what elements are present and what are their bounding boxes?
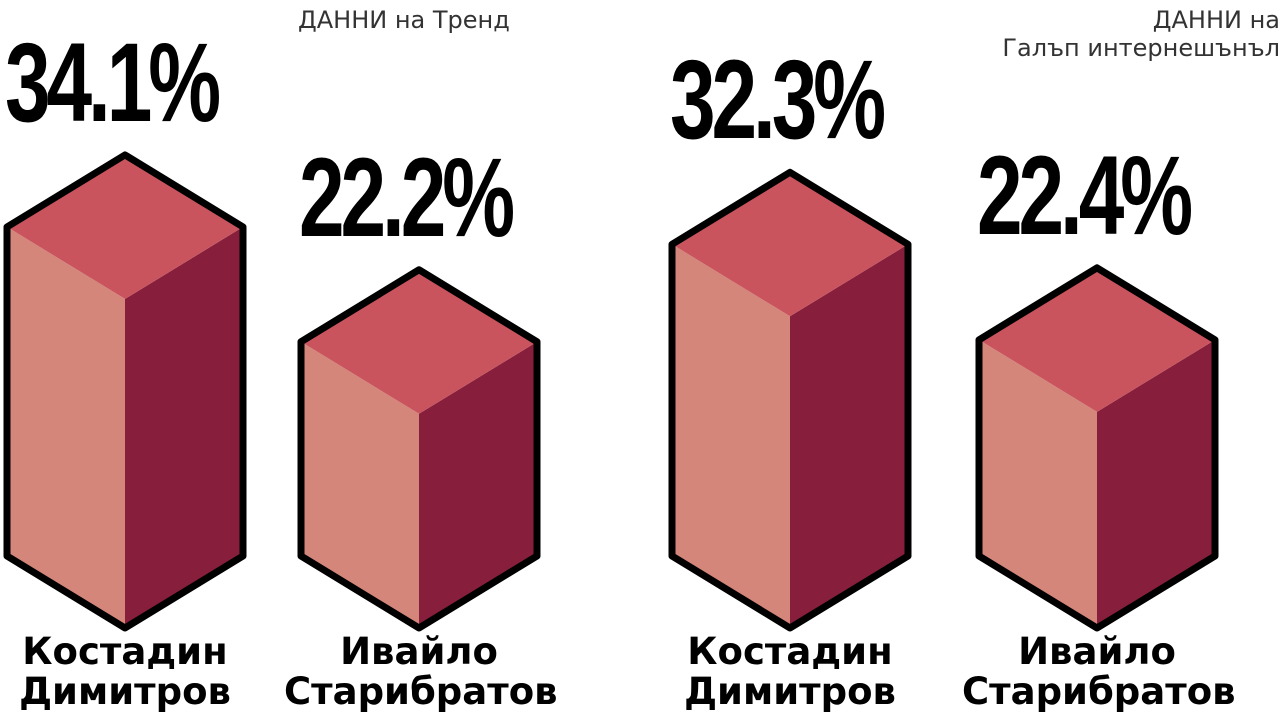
bar-outline — [668, 168, 912, 632]
bar-value-label: 32.3% — [670, 37, 886, 164]
bar-side-face — [790, 244, 908, 628]
bar-value-label: 22.2% — [299, 135, 515, 261]
bar-side-face — [1097, 339, 1215, 628]
bar-category-label: Ивайло Старибратов — [962, 630, 1236, 713]
bar-0 — [3, 151, 247, 632]
bar-0 — [668, 168, 912, 632]
chart-panel-gallup: ДАННИ на Галъп интернешънъл 32.3% Костади… — [640, 0, 1280, 720]
chart-source-label: ДАННИ на Тренд — [298, 6, 510, 34]
bar-category-label: Костадин Димитров — [0, 632, 260, 712]
bar-1 — [297, 266, 541, 632]
bar-side-face — [419, 341, 537, 628]
bar-front-face — [672, 244, 790, 628]
bar-category-label: Костадин Димитров — [655, 632, 925, 712]
chart-source-line-1: ДАННИ на — [1152, 6, 1280, 34]
category-label-line-0: Костадин — [22, 630, 228, 673]
category-label-line-1: Димитров — [19, 670, 231, 713]
bar-value-label: 22.4% — [977, 133, 1193, 259]
chart-panel-trend: ДАННИ на Тренд 34.1% Костадин Димитров 22.2… — [0, 6, 558, 713]
category-label-line-0: Ивайло — [340, 630, 498, 673]
bar-front-face — [979, 339, 1097, 628]
bar-1 — [975, 264, 1219, 632]
bar-outline — [3, 151, 247, 632]
bar-outline — [297, 266, 541, 632]
category-label-line-0: Костадин — [687, 630, 893, 673]
category-label-line-1: Старибратов — [284, 670, 558, 713]
chart-source-line-2: Галъп интернешънъл — [1002, 34, 1280, 62]
category-label-line-1: Старибратов — [962, 670, 1236, 713]
bar-front-face — [7, 226, 125, 628]
bar-category-label: Ивайло Старибратов — [284, 630, 558, 713]
bar-front-face — [301, 341, 419, 628]
bar-value-label: 34.1% — [5, 20, 221, 146]
bar-outline — [975, 264, 1219, 632]
chart-source-text: ДАННИ на Тренд — [298, 6, 510, 34]
category-label-line-0: Ивайло — [1018, 630, 1176, 673]
category-label-line-1: Димитров — [684, 670, 896, 713]
chart-source-label: ДАННИ на Галъп интернешънъл — [1002, 6, 1280, 62]
bar-side-face — [125, 226, 243, 628]
